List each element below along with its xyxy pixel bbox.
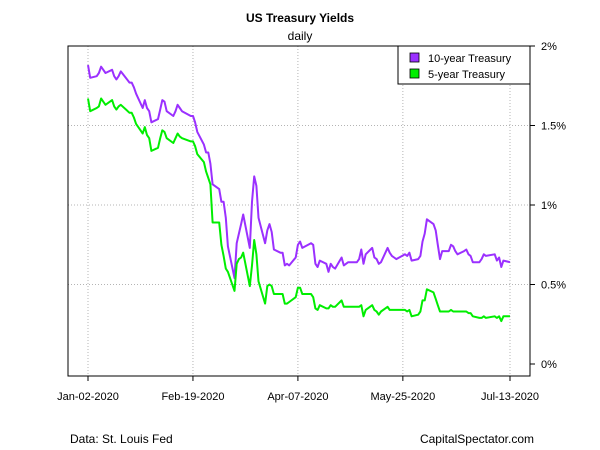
- series-line-5-year: [87, 97, 510, 323]
- y-tick-label: 2%: [541, 41, 557, 53]
- y-tick-label: 0.5%: [541, 280, 566, 292]
- y-tick-label: 0%: [541, 359, 557, 371]
- x-tick-label: Jul-13-2020: [481, 391, 539, 403]
- source-note: Data: St. Louis Fed: [70, 432, 173, 446]
- legend-swatch-10-year: [409, 52, 420, 63]
- legend-label-5-year: 5-year Treasury: [428, 69, 506, 81]
- x-tick-label: Apr-07-2020: [267, 391, 328, 403]
- x-tick-label: May-25-2020: [370, 391, 435, 403]
- y-tick-label: 1.5%: [541, 121, 566, 133]
- x-axis: Jan-02-2020 Feb-19-2020 Apr-07-2020 May-25-…: [57, 376, 539, 403]
- legend-box: [397, 45, 531, 85]
- x-tick-label: Jan-02-2020: [57, 391, 119, 403]
- y-axis: 0% 0.5% 1% 1.5% 2%: [530, 41, 566, 371]
- series-line-10-year: [87, 64, 511, 280]
- grid: [68, 46, 530, 376]
- legend-label-10-year: 10-year Treasury: [428, 53, 512, 65]
- legend: 10-year Treasury 5-year Treasury: [397, 45, 531, 85]
- series-lines: [87, 64, 511, 323]
- legend-swatch-5-year: [409, 68, 420, 79]
- plot-frame: [67, 45, 531, 377]
- chart-title: US Treasury Yields: [246, 11, 354, 25]
- credit-note: CapitalSpectator.com: [420, 432, 534, 446]
- x-tick-label: Feb-19-2020: [161, 391, 224, 403]
- chart-subtitle: daily: [288, 29, 313, 43]
- y-tick-label: 1%: [541, 200, 557, 212]
